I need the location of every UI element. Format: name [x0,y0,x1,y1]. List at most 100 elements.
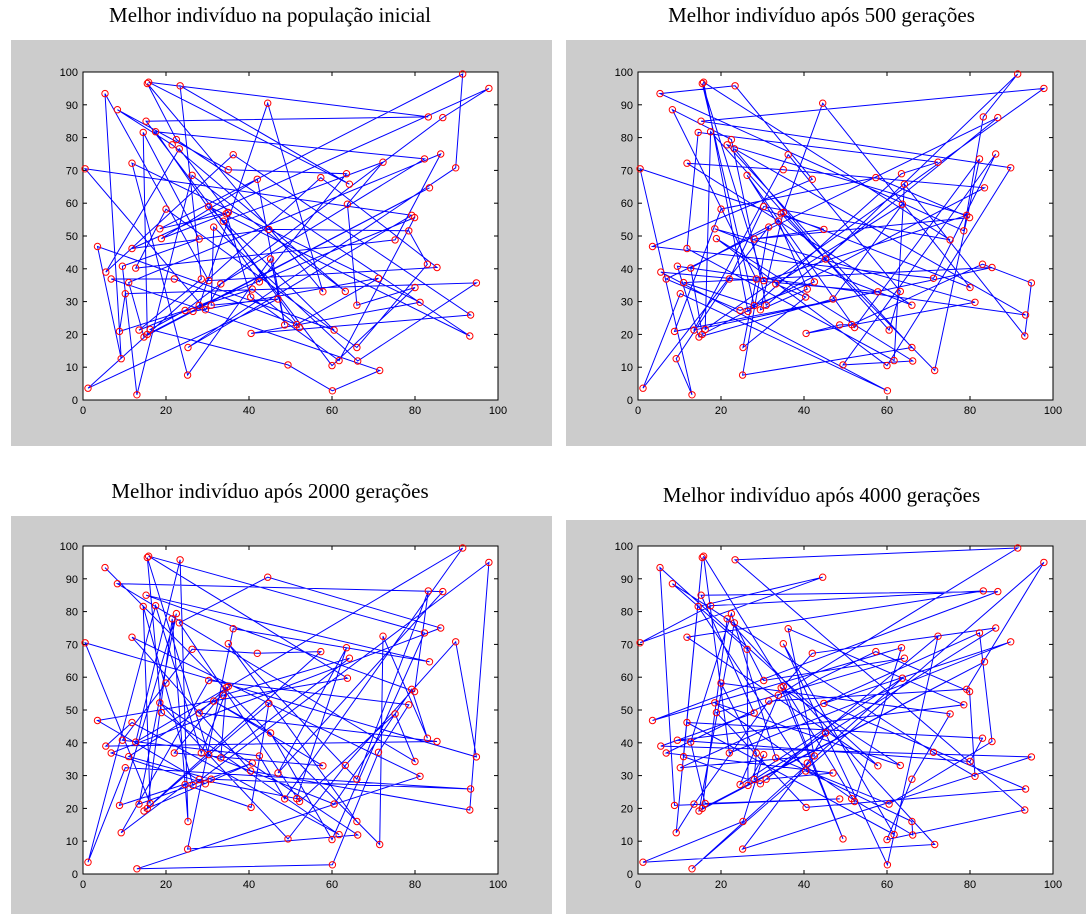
city-marker [690,800,698,808]
city-marker [717,205,725,213]
city-marker [730,145,738,153]
city-marker [1021,332,1029,340]
city-marker [765,223,773,231]
city-marker [335,830,343,839]
y-tick-label: 30 [66,297,78,309]
city-marker [670,327,679,336]
x-tick-label: 80 [409,879,421,891]
city-marker [874,288,882,296]
city-marker [205,202,213,211]
city-marker [354,357,362,365]
x-tick-label: 20 [160,405,172,417]
city-marker [485,558,493,567]
city-marker [253,175,261,184]
x-tick-label: 80 [964,405,976,417]
y-tick-label: 50 [66,705,78,717]
city-marker [247,767,255,775]
city-marker [128,633,136,641]
city-marker [829,769,837,777]
city-marker [255,752,264,760]
city-marker [683,718,691,727]
city-marker [690,326,698,334]
y-tick-label: 40 [621,264,633,276]
city-marker [731,556,739,564]
x-tick-label: 20 [715,405,727,417]
city-marker [125,278,133,287]
city-marker [725,275,733,283]
city-marker [760,202,768,211]
city-marker [672,829,680,837]
city-marker [433,737,441,746]
city-marker [731,82,739,90]
city-marker [189,307,197,316]
city-marker [405,701,413,709]
city-marker [176,556,184,564]
city-marker [247,803,255,812]
city-marker [146,799,154,808]
city-marker [342,644,351,652]
y-tick-label: 20 [621,803,633,815]
city-marker [774,217,782,225]
city-marker [960,227,968,235]
city-marker [760,750,768,759]
city-marker [248,759,257,767]
city-marker [1021,806,1029,814]
city-marker [908,775,916,783]
city-marker [424,113,432,121]
city-marker [328,861,337,869]
city-marker [265,699,273,708]
y-tick-label: 80 [66,133,78,145]
city-marker [819,99,827,107]
y-tick-label: 60 [66,198,78,210]
city-marker [1007,638,1015,646]
city-marker [683,244,691,253]
city-marker [102,742,110,750]
city-marker [885,800,893,808]
city-marker [743,645,751,653]
city-marker [113,580,122,588]
y-tick-label: 90 [66,100,78,112]
city-marker [648,242,657,251]
city-marker [374,274,383,282]
x-tick-label: 100 [1044,879,1062,891]
y-tick-label: 100 [615,541,633,553]
city-marker [425,658,434,666]
city-marker [1027,753,1036,761]
city-marker [909,831,917,839]
city-marker [195,301,203,310]
city-marker [657,268,665,276]
city-marker [988,263,996,272]
city-marker [883,835,891,844]
city-marker [265,225,273,234]
tour-line [639,73,1046,396]
city-marker [93,716,102,725]
city-marker [657,742,665,750]
city-marker [639,858,647,866]
city-marker [184,343,192,352]
city-marker [929,274,938,282]
city-marker [247,329,255,338]
city-marker [423,734,432,742]
city-marker [694,602,702,611]
city-marker [452,638,460,646]
city-marker [151,602,160,610]
city-marker [978,734,987,742]
city-marker [908,301,916,309]
city-marker [874,762,882,770]
city-marker [328,835,336,844]
city-marker [439,113,447,122]
x-tick-label: 100 [1044,405,1062,417]
city-marker [802,293,810,301]
city-marker [803,759,811,767]
city-marker [725,749,733,757]
city-marker [343,674,352,682]
y-tick-label: 100 [615,67,633,79]
y-tick-label: 30 [621,771,633,783]
city-marker [353,817,361,826]
city-marker [784,151,792,159]
city-marker [760,276,768,285]
city-marker [676,764,684,772]
city-marker [197,749,206,757]
city-marker [224,166,233,174]
y-tick-label: 50 [621,231,633,243]
